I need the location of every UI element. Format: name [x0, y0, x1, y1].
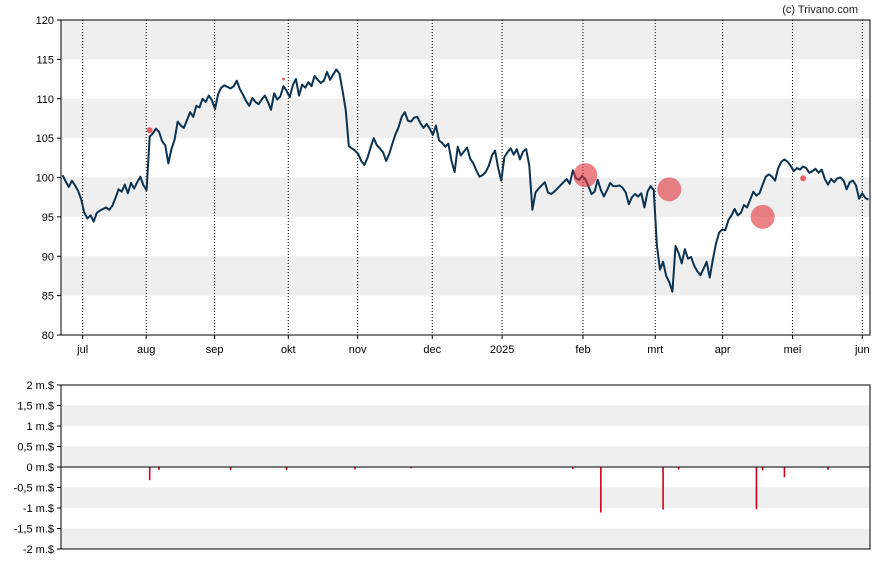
x-tick-label-feb: feb	[575, 344, 590, 356]
trade-marker-2	[573, 163, 598, 188]
x-tick-label-aug: aug	[137, 344, 155, 356]
volume-y-tick-label-7: -1,5 m.$	[14, 524, 54, 536]
volume-y-tick-label-0: 2 m.$	[26, 380, 54, 392]
x-tick-label-nov: nov	[349, 344, 367, 356]
price-y-tick-label-1: 115	[36, 54, 54, 66]
volume-y-tick-label-3: 0,5 m.$	[17, 442, 54, 454]
price-panel-markers	[146, 77, 807, 229]
volume-y-tick-label-8: -2 m.$	[23, 544, 54, 556]
volume-panel-bars	[148, 467, 829, 513]
volume-band-7	[61, 528, 870, 549]
price-y-tick-label-0: 120	[36, 15, 54, 27]
price-band-4	[61, 177, 870, 217]
price-panel-y-ticks: 120 115 110 105 100 95 90 85 80	[36, 15, 61, 342]
price-line	[61, 68, 869, 293]
volume-band-3	[61, 446, 870, 467]
price-y-tick-label-7: 85	[42, 291, 54, 303]
x-tick-label-mrt: mrt	[647, 344, 663, 356]
x-tick-label-sep: sep	[206, 344, 224, 356]
volume-y-tick-label-2: 1 m.$	[26, 421, 54, 433]
price-band-0	[61, 20, 870, 60]
trade-marker-3	[657, 177, 682, 202]
price-panel-line-layer	[61, 68, 869, 293]
price-y-tick-label-6: 90	[42, 251, 54, 263]
trade-marker-4	[750, 204, 775, 229]
volume-band-5	[61, 487, 870, 508]
x-tick-label-okt: okt	[281, 344, 296, 356]
trade-marker-1	[281, 77, 285, 81]
x-tick-label-dec: dec	[423, 344, 441, 356]
price-y-tick-label-5: 95	[42, 212, 54, 224]
price-y-tick-label-8: 80	[42, 330, 54, 342]
x-tick-label-apr: apr	[715, 344, 731, 356]
price-panel-bands	[61, 20, 870, 296]
volume-panel-y-ticks: 2 m.$ 1,5 m.$ 1 m.$ 0,5 m.$ 0 m.$ -0,5 m.$ -1 …	[14, 380, 61, 556]
price-y-tick-label-2: 110	[36, 94, 54, 106]
price-band-6	[61, 256, 870, 296]
price-band-2	[61, 98, 870, 139]
x-tick-label-jul: jul	[76, 344, 88, 356]
x-tick-label-jun: jun	[854, 344, 870, 356]
watermark-label: (c) Trivano.com	[782, 4, 858, 16]
volume-y-tick-label-5: -0,5 m.$	[14, 483, 54, 495]
x-tick-label-mei: mei	[784, 344, 802, 356]
volume-band-1	[61, 405, 870, 426]
price-panel-x-ticks: jul aug sep okt nov dec 2025 feb mrt apr mei jun	[76, 335, 870, 356]
trade-marker-5	[800, 175, 807, 182]
price-y-tick-label-4: 100	[36, 173, 54, 185]
trade-marker-0	[146, 127, 153, 134]
volume-panel-bands	[61, 405, 870, 549]
volume-y-tick-label-1: 1,5 m.$	[17, 401, 54, 413]
volume-y-tick-label-4: 0 m.$	[26, 462, 54, 474]
x-tick-label-2025: 2025	[490, 344, 514, 356]
volume-y-tick-label-6: -1 m.$	[23, 503, 54, 515]
price-y-tick-label-3: 105	[36, 133, 54, 145]
